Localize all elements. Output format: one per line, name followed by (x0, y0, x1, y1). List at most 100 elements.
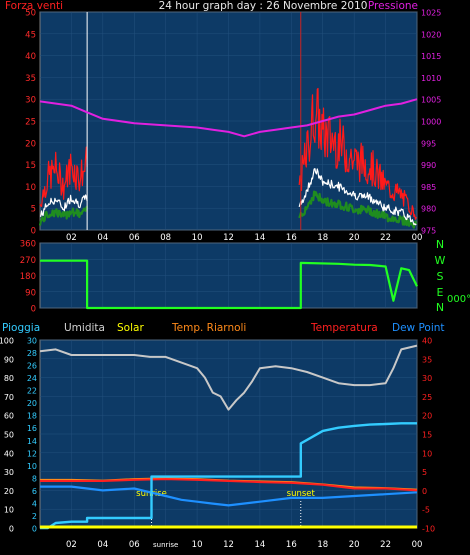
pressure-y-tick-label: 1005 (421, 96, 441, 105)
wind-min-line (298, 190, 418, 229)
wind-y-tick-label: 5 (31, 205, 36, 215)
wind-direction-line (40, 259, 418, 310)
x-tick-label: 14 (255, 540, 266, 550)
wind-y-tick-label: 10 (25, 183, 36, 193)
pressure-y-tick-label: 1000 (421, 118, 441, 127)
direction-y-tick-label: 0 (31, 305, 36, 315)
humidity-y-tick-label: 80 (4, 374, 14, 383)
graph-title: 24 hour graph day : 26 Novembre 2010 (159, 0, 368, 12)
x-tick-label: 12 (223, 233, 234, 243)
rain-y-tick-label: 28 (27, 349, 37, 358)
pressure-y-tick-label: 995 (421, 139, 436, 148)
humidity-y-tick-label: 30 (4, 468, 14, 477)
x-tick-label: 14 (255, 233, 266, 243)
rain-y-tick-label: 10 (27, 462, 37, 471)
x-tick-label: 12 (223, 540, 234, 550)
x-tick-label: 02 (66, 233, 77, 243)
pressure-title: Pressione (368, 0, 418, 12)
wind-avg-line (39, 194, 88, 217)
chart-marks: 0510152025303540455097598098599099510001… (0, 9, 441, 551)
wind-y-tick-label: 20 (25, 139, 36, 149)
dir-letter-n-top: N (436, 238, 444, 251)
dir-letter-e: E (437, 286, 444, 299)
pressure-y-tick-label: 990 (421, 161, 436, 170)
rain-y-tick-label: 0 (32, 525, 37, 534)
humidity-y-tick-label: 100 (0, 337, 14, 346)
rain-y-tick-label: 12 (27, 449, 37, 458)
pressure-y-tick-label: 980 (421, 205, 436, 214)
dir-letter-w: W (435, 254, 446, 267)
humidity-y-tick-label: 70 (4, 393, 14, 402)
pressure-y-tick-label: 1010 (421, 74, 441, 83)
temp-y-tick-label: 20 (422, 412, 432, 421)
direction-y-tick-label: 90 (25, 288, 36, 298)
wind-y-tick-label: 35 (25, 74, 36, 84)
x-tick-label: 20 (349, 233, 360, 243)
direction-y-tick-label: 270 (20, 256, 36, 266)
wind-y-tick-label: 40 (25, 52, 36, 62)
x-tick-label: 18 (317, 233, 328, 243)
legend-temp-riarnoli: Temp. Riarnoli (171, 322, 246, 334)
pressure-y-tick-label: 1015 (421, 52, 441, 61)
x-tick-label: 16 (286, 540, 297, 550)
pressure-y-tick-label: 1020 (421, 30, 441, 39)
dir-letter-n-bottom: N (436, 301, 444, 314)
x-tick-label: 02 (66, 540, 77, 550)
rain-y-tick-label: 30 (27, 337, 37, 346)
x-tick-label: 00 (412, 233, 423, 243)
humidity-y-tick-label: 20 (4, 487, 14, 496)
legend-pioggia: Pioggia (2, 322, 40, 334)
wind-y-tick-label: 15 (25, 161, 36, 171)
direction-y-tick-label: 180 (20, 272, 36, 282)
temp-y-tick-label: 10 (422, 449, 432, 458)
temp-y-tick-label: 30 (422, 374, 432, 383)
sun-event-label: sunset (287, 489, 316, 499)
temp-y-tick-label: 15 (422, 431, 432, 440)
wind-title: Forza venti (5, 0, 63, 12)
x-tick-label: 08 (160, 233, 171, 243)
dir-letter-s: S (437, 270, 444, 283)
wind-y-tick-label: 25 (25, 118, 36, 128)
rain-y-tick-label: 20 (27, 399, 37, 408)
temp-y-tick-label: -10 (422, 525, 435, 534)
x-tick-label: 20 (349, 540, 360, 550)
rain-y-tick-label: 8 (32, 474, 37, 483)
pressure-y-tick-label: 975 (421, 227, 436, 236)
dew-point-line (40, 485, 418, 507)
temp-y-tick-label: 0 (422, 487, 427, 496)
rain-y-tick-label: 14 (27, 437, 37, 446)
wind-y-tick-label: 50 (25, 9, 36, 19)
wind-gust-line (298, 87, 417, 220)
temp-y-tick-label: 40 (422, 337, 432, 346)
legend-dew-point: Dew Point (392, 322, 445, 334)
x-tick-label: 06 (129, 540, 140, 550)
legend-umidita: Umidita (64, 322, 105, 334)
rain-y-tick-label: 6 (32, 487, 37, 496)
wind-gust-line (39, 146, 88, 208)
x-tick-label: 18 (317, 540, 328, 550)
wind-min-line (38, 205, 89, 226)
pressure-y-tick-label: 1025 (421, 9, 441, 18)
x-tick-label: 10 (192, 233, 203, 243)
rain-y-tick-label: 2 (32, 512, 37, 521)
wind-y-tick-label: 45 (25, 30, 36, 40)
legend-temperatura: Temperatura (310, 322, 378, 334)
humidity-y-tick-label: 60 (4, 412, 14, 421)
x-tick-label: 10 (192, 540, 203, 550)
temp-y-tick-label: 25 (422, 393, 432, 402)
humidity-y-tick-label: 50 (4, 431, 14, 440)
temp-y-tick-label: 5 (422, 468, 427, 477)
rain-y-tick-label: 4 (32, 499, 37, 508)
temp-y-tick-label: 35 (422, 355, 432, 364)
humidity-line (39, 344, 418, 411)
temperature-line (40, 478, 418, 492)
humidity-y-tick-label: 0 (9, 525, 14, 534)
x-tick-label: 16 (286, 233, 297, 243)
rain-y-tick-label: 22 (27, 387, 37, 396)
x-tick-label: 04 (97, 540, 108, 550)
wind-y-tick-label: 30 (25, 96, 36, 106)
legend-solar: Solar (117, 322, 144, 334)
direction-value: 000° (447, 294, 470, 305)
wind-avg-line (298, 168, 417, 226)
